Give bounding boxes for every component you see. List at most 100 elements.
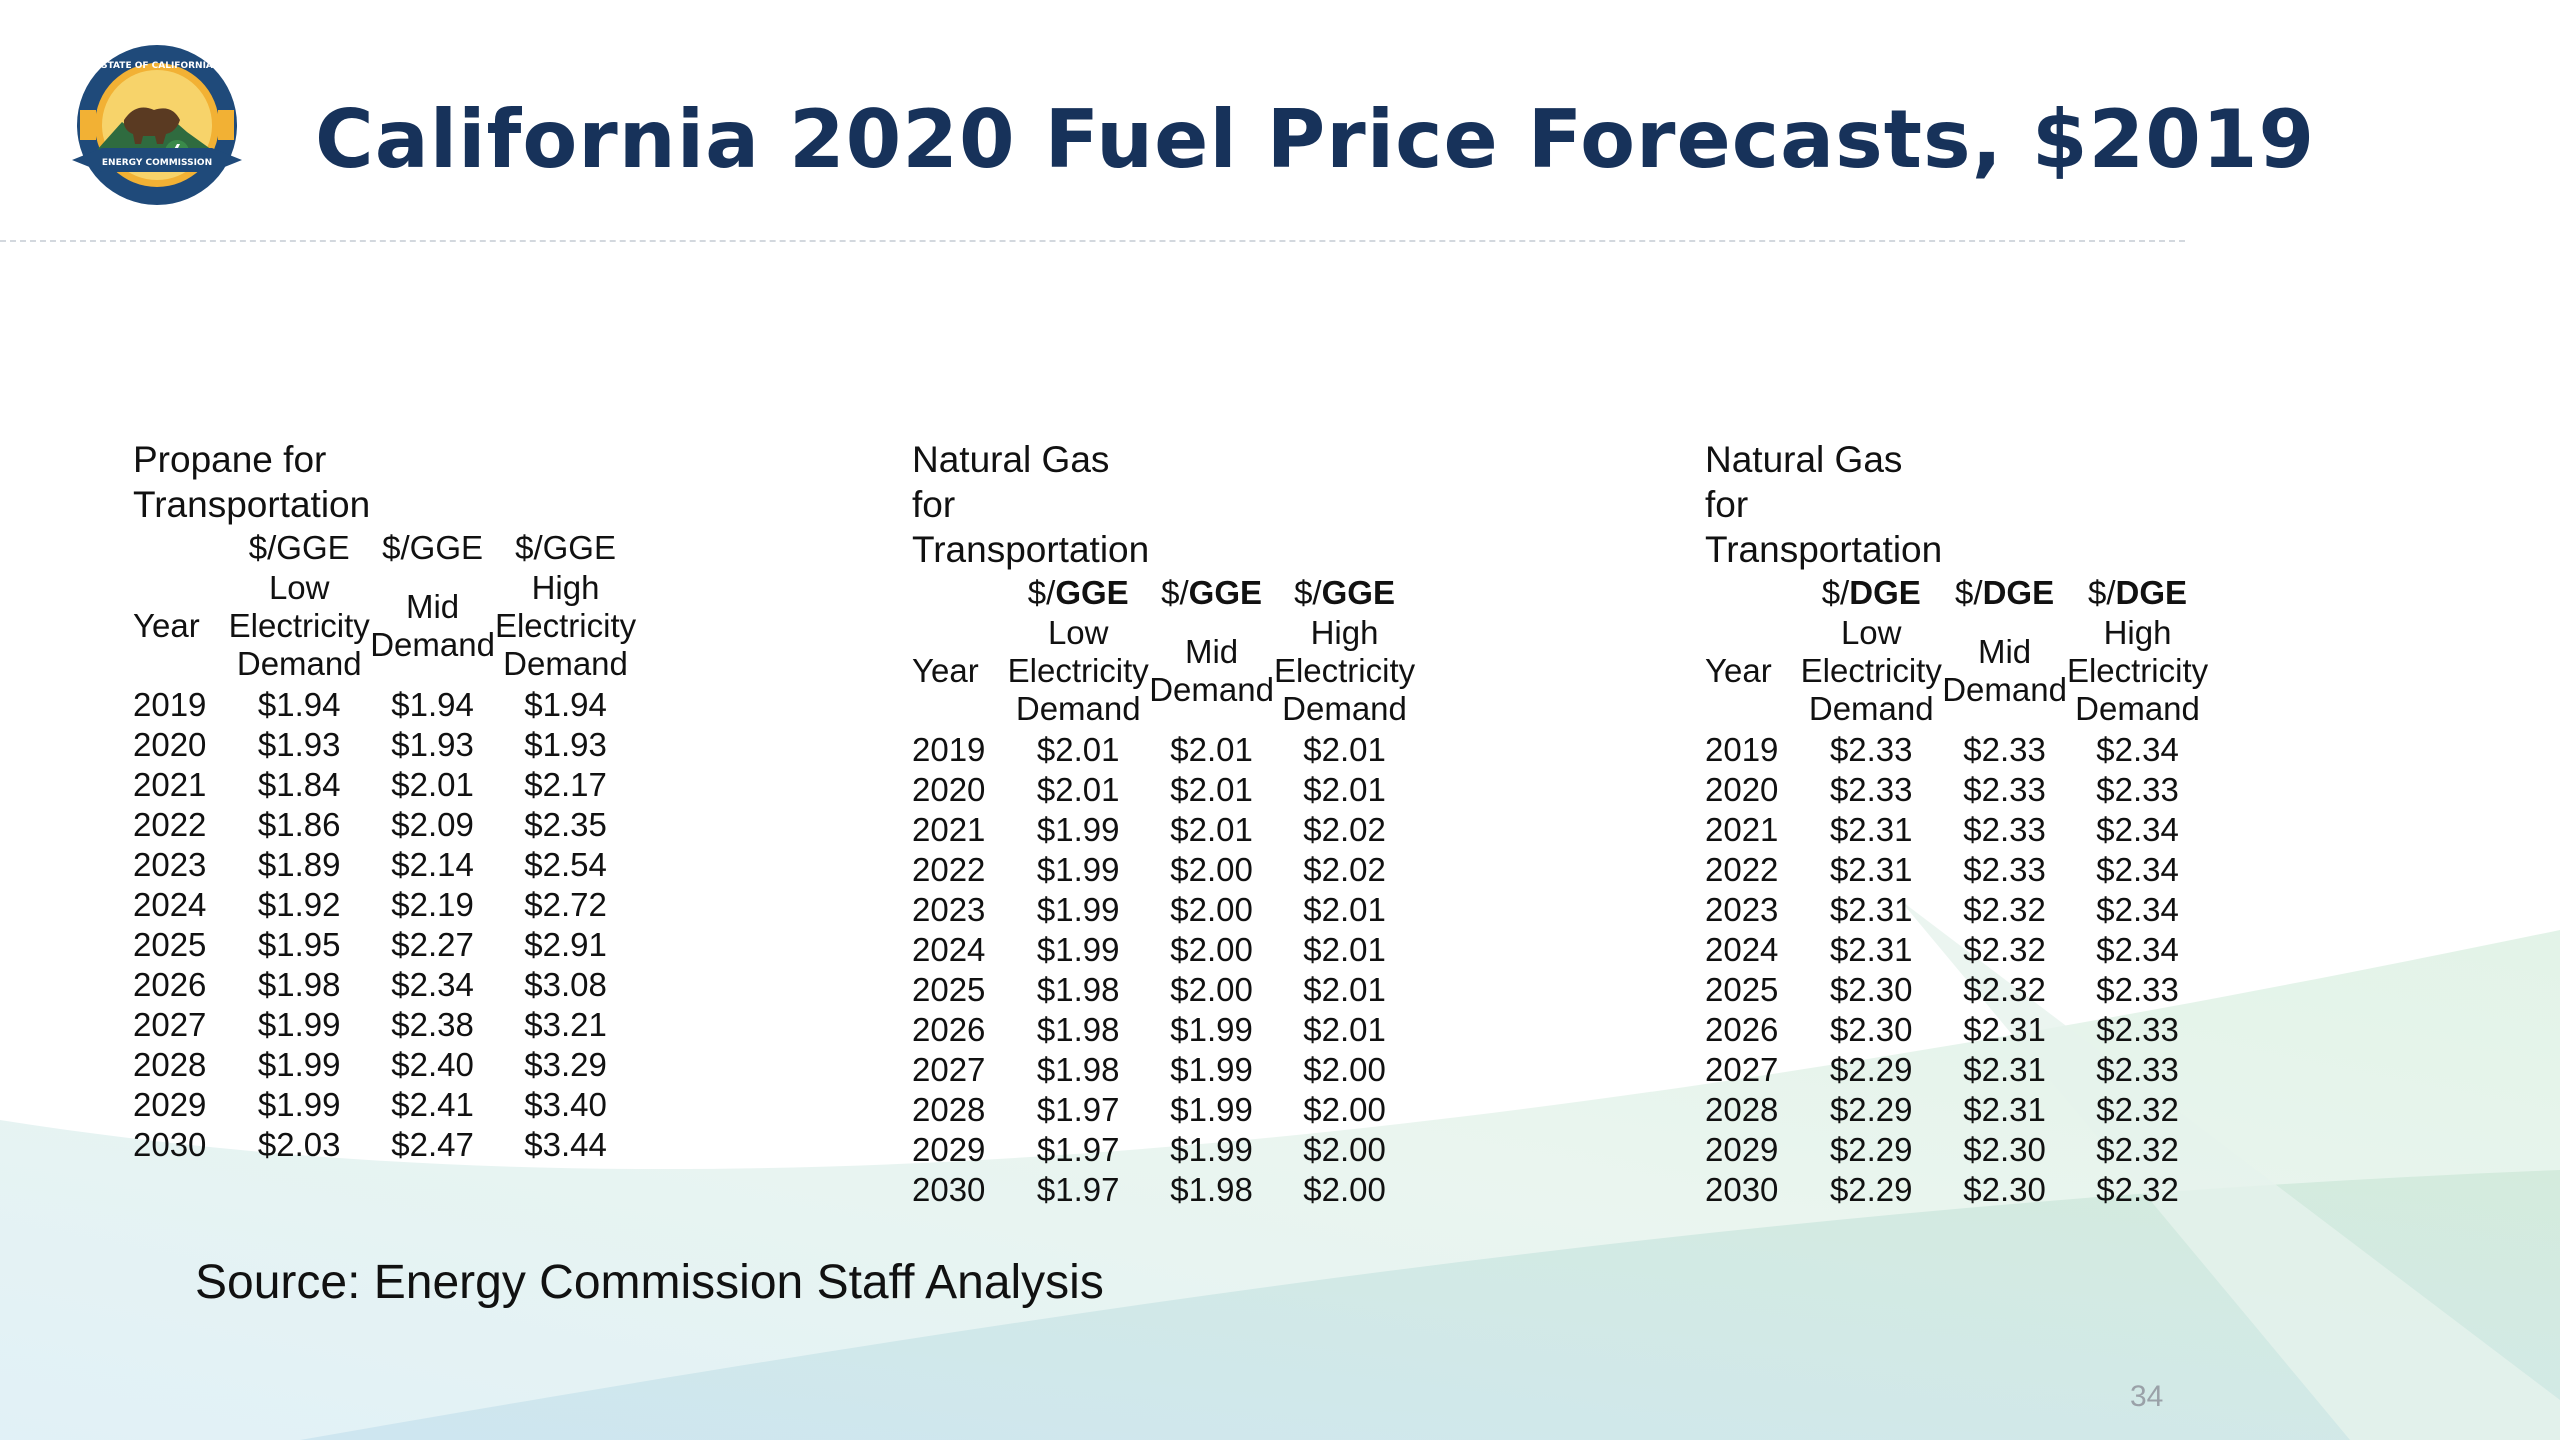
unit-label-part: GGE [1321, 574, 1395, 611]
table-cell: $2.33 [1963, 851, 2046, 888]
table-cell: $2.31 [1963, 1011, 2046, 1048]
table-row: 2025 $1.95 $2.27 $2.91 [133, 925, 636, 965]
scenario-label-line: Demand [1808, 690, 1934, 727]
table-row: 2029 $1.99 $2.41 $3.40 [133, 1085, 636, 1125]
scenario-label-line: High [1310, 614, 1379, 651]
table-cell: $2.31 [1963, 1051, 2046, 1088]
table-row: 2028 $1.97 $1.99 $2.00 [912, 1090, 1415, 1130]
scenario-label-line: Demand [2075, 690, 2200, 727]
table-cell: $2.34 [2096, 731, 2179, 768]
table-cell: $2.17 [524, 766, 607, 803]
scenario-label-line: Demand [236, 645, 362, 682]
table-cell: $1.95 [257, 926, 341, 963]
table-cell: $2.01 [1303, 731, 1386, 768]
table-cell: $1.97 [1036, 1131, 1120, 1168]
table-cell: 2021 [912, 811, 986, 848]
scenario-header-low: Low Electricity Demand [228, 567, 370, 685]
table-cell: $3.44 [524, 1126, 607, 1163]
scenario-header-row: Year Low Electricity Demand Mid Demand High… [1705, 612, 2208, 730]
page-number: 34 [2130, 1380, 2164, 1413]
table-cell: $2.40 [391, 1046, 474, 1083]
table-cell: $1.99 [1036, 891, 1120, 928]
table-row: 2019 $2.01 $2.01 $2.01 [912, 730, 1415, 770]
table-cell: $2.32 [1963, 891, 2046, 928]
table-row: 2030 $1.97 $1.98 $2.00 [912, 1170, 1415, 1210]
scenario-label-line: Demand [1282, 690, 1407, 727]
table-row: 2026 $2.30 $2.31 $2.33 [1705, 1010, 2208, 1050]
table-cell: $2.31 [1829, 931, 1913, 968]
scenario-label-line: Mid [1977, 633, 2032, 670]
table-cell: $2.01 [1170, 731, 1253, 768]
table-cell: $1.99 [257, 1006, 341, 1043]
table-cell: $2.33 [2096, 971, 2179, 1008]
table-cell: $2.34 [2096, 851, 2179, 888]
unit-header: $/DGE [1942, 572, 2067, 612]
table-cell: $2.01 [391, 766, 474, 803]
table-cell: $2.00 [1303, 1091, 1386, 1128]
table-row: 2026 $1.98 $2.34 $3.08 [133, 965, 636, 1005]
table-cell: $2.02 [1303, 851, 1386, 888]
california-energy-commission-seal-icon: ENERGY COMMISSION STATE OF CALIFORNIA [72, 45, 242, 205]
table-cell: $2.09 [391, 806, 474, 843]
unit-label-part: $/ [1294, 574, 1322, 611]
table-row: 2026 $1.98 $1.99 $2.01 [912, 1010, 1415, 1050]
scenario-label-line: Demand [1942, 671, 2067, 708]
table-cell: $2.01 [1303, 1011, 1386, 1048]
table-cell: $1.99 [1170, 1051, 1253, 1088]
table-row: 2021 $2.31 $2.33 $2.34 [1705, 810, 2208, 850]
table-cell: $2.00 [1170, 851, 1253, 888]
table-row: 2021 $1.99 $2.01 $2.02 [912, 810, 1415, 850]
table-heading: Propane for Transportation [133, 437, 370, 527]
table-cell: 2026 [133, 966, 207, 1003]
table-cell: $2.34 [2096, 891, 2179, 928]
unit-label-part: DGE [1982, 574, 2055, 611]
unit-label-part: $/ [1161, 574, 1189, 611]
scenario-label-line: Mid [405, 588, 460, 625]
table-cell: $1.99 [1170, 1091, 1253, 1128]
table-cell: $1.98 [1170, 1171, 1253, 1208]
unit-label-part: $/ [1821, 574, 1850, 611]
scenario-label-line: Demand [1015, 690, 1141, 727]
source-note: Source: Energy Commission Staff Analysis [195, 1256, 1104, 1309]
slide-title: California 2020 Fuel Price Forecasts, $2… [315, 93, 2316, 186]
scenario-label-line: Electricity [1273, 652, 1416, 689]
table-cell: $1.99 [1036, 931, 1120, 968]
table-cell: 2024 [1705, 931, 1779, 968]
table-row: 2027 $1.98 $1.99 $2.00 [912, 1050, 1415, 1090]
table-cell: 2020 [1705, 771, 1779, 808]
table-cell: $1.86 [257, 806, 341, 843]
natural-gas-dge-forecast-table: Natural Gas for Transportation $/DGE $/D… [1705, 437, 2208, 1210]
scenario-label-line: Electricity [1007, 652, 1149, 689]
table-heading-row: Propane for Transportation [133, 437, 636, 527]
table-cell: $1.97 [1036, 1171, 1120, 1208]
table-cell: $1.97 [1036, 1091, 1120, 1128]
table-row: 2022 $1.86 $2.09 $2.35 [133, 805, 636, 845]
unit-header: $/GGE [1149, 572, 1274, 612]
scenario-label-line: Demand [370, 626, 495, 663]
table-cell: 2026 [912, 1011, 986, 1048]
table-cell: $2.00 [1303, 1051, 1386, 1088]
scenario-label-line: Electricity [2066, 652, 2209, 689]
slide-header: ENERGY COMMISSION STATE OF CALIFORNIA Ca… [0, 0, 2560, 245]
table-cell: $2.34 [2096, 931, 2179, 968]
table-cell: $2.32 [1963, 971, 2046, 1008]
unit-row: $/GGE $/GGE $/GGE [133, 527, 636, 567]
table-row: 2019 $1.94 $1.94 $1.94 [133, 685, 636, 725]
unit-label-part: GGE [1188, 574, 1263, 611]
table-cell: 2021 [1705, 811, 1779, 848]
table-cell: $2.29 [1829, 1131, 1913, 1168]
table-cell: $2.00 [1170, 931, 1253, 968]
table-cell: $2.54 [524, 846, 607, 883]
table-heading-line: Transportation [912, 529, 1150, 570]
table-cell: $2.29 [1829, 1091, 1913, 1128]
table-cell: $1.98 [257, 966, 341, 1003]
table-cell: 2026 [1705, 1011, 1779, 1048]
table-cell: $3.21 [524, 1006, 607, 1043]
table-cell: 2024 [133, 886, 207, 923]
unit-label-part: $/ [1955, 574, 1983, 611]
scenario-header-high: High Electricity Demand [495, 567, 636, 685]
table-cell: 2027 [912, 1051, 986, 1088]
year-header: Year [133, 607, 200, 644]
scenario-label-line: Low [1047, 614, 1109, 651]
